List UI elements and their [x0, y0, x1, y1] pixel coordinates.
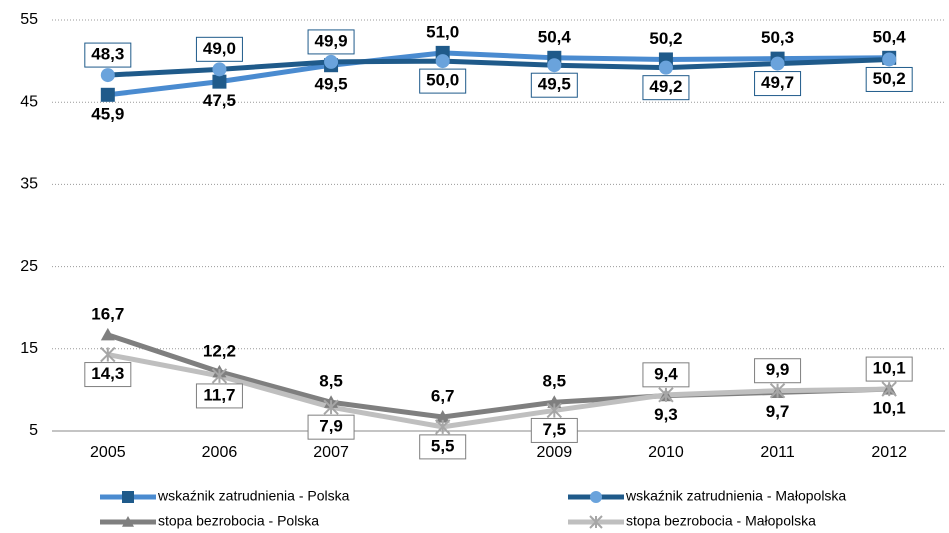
data-label: 49,0	[203, 39, 236, 58]
label-box	[307, 29, 355, 55]
data-label: 9,3	[654, 405, 678, 424]
marker	[122, 491, 134, 503]
data-label: 5,5	[431, 436, 455, 455]
marker	[100, 68, 115, 83]
legend-label: wskaźnik zatrudnienia - Małopolska	[625, 488, 846, 504]
data-label: 47,5	[203, 91, 236, 110]
data-label: 49,5	[315, 75, 348, 94]
marker	[100, 327, 115, 341]
data-label: 10,1	[873, 359, 906, 378]
label-box	[419, 68, 467, 94]
data-label: 49,2	[649, 77, 682, 96]
marker	[546, 402, 563, 419]
data-label: 49,5	[538, 75, 571, 94]
label-box	[84, 42, 132, 68]
data-label: 48,3	[91, 45, 124, 64]
series-line	[107, 56, 890, 78]
data-label: 9,7	[766, 402, 790, 421]
label-box	[642, 362, 690, 388]
data-label: 8,5	[542, 372, 566, 391]
y-tick-label: 25	[20, 258, 38, 275]
x-tick-label: 2005	[90, 444, 126, 461]
y-tick-label: 15	[20, 340, 38, 357]
data-label: 7,9	[319, 417, 343, 436]
label-box	[419, 434, 467, 460]
marker	[658, 60, 673, 75]
y-tick-label: 45	[20, 93, 38, 110]
marker	[881, 381, 897, 397]
data-label: 49,9	[315, 31, 348, 50]
data-label: 9,4	[654, 364, 678, 383]
label-box	[530, 417, 578, 443]
data-label: 49,7	[761, 73, 794, 92]
marker	[211, 368, 228, 384]
data-label: 50,2	[873, 69, 906, 88]
marker	[122, 516, 134, 527]
data-label: 16,7	[91, 304, 124, 323]
data-label: 50,4	[873, 27, 907, 46]
x-tick-label: 2007	[313, 444, 349, 461]
marker	[769, 383, 786, 399]
marker	[770, 56, 785, 71]
data-label: 8,5	[319, 372, 343, 391]
marker	[589, 515, 603, 529]
y-tick-label: 35	[20, 176, 38, 193]
label-box	[865, 356, 913, 382]
marker	[100, 87, 115, 102]
marker	[547, 58, 562, 73]
y-tick-label: 5	[29, 422, 38, 439]
marker	[212, 62, 227, 77]
data-label: 11,7	[203, 385, 235, 404]
data-label: 7,5	[542, 420, 566, 439]
marker	[882, 52, 897, 67]
x-tick-label: 2010	[648, 444, 684, 461]
data-label: 50,4	[538, 27, 572, 46]
marker	[547, 395, 562, 408]
label-box	[754, 358, 802, 384]
legend-label: wskaźnik zatrudnienia - Polska	[157, 488, 350, 504]
marker	[590, 491, 602, 503]
legend-label: stopa bezrobocia - Polska	[158, 513, 319, 529]
marker	[323, 399, 339, 415]
series-line	[107, 352, 890, 430]
label-box	[754, 71, 802, 97]
label-box	[642, 75, 690, 101]
label-box	[195, 36, 243, 62]
data-label: 51,0	[426, 22, 459, 41]
marker	[658, 387, 674, 403]
marker	[434, 419, 451, 435]
data-label: 50,3	[761, 28, 794, 47]
data-label: 14,3	[91, 364, 124, 383]
x-tick-label: 2012	[871, 444, 907, 461]
data-label: 50,0	[426, 71, 459, 90]
data-label: 9,9	[766, 360, 790, 379]
x-tick-label: 2009	[537, 444, 573, 461]
data-label: 10,1	[873, 399, 906, 418]
label-box	[530, 72, 578, 98]
data-label: 45,9	[91, 104, 124, 123]
marker	[212, 74, 227, 89]
y-tick-label: 55	[20, 11, 38, 28]
data-label: 6,7	[431, 387, 455, 406]
legend-label: stopa bezrobocia - Małopolska	[626, 513, 816, 529]
data-label: 12,2	[203, 341, 236, 360]
series-line	[107, 50, 890, 98]
marker	[435, 54, 450, 69]
x-tick-label: 2011	[760, 444, 795, 461]
label-box	[865, 66, 913, 92]
label-box	[84, 362, 132, 388]
marker	[324, 54, 339, 69]
label-box	[195, 383, 243, 409]
label-box	[307, 414, 355, 440]
x-tick-label: 2006	[202, 444, 238, 461]
data-label: 50,2	[649, 29, 682, 48]
marker	[100, 346, 116, 363]
marker	[435, 410, 450, 423]
